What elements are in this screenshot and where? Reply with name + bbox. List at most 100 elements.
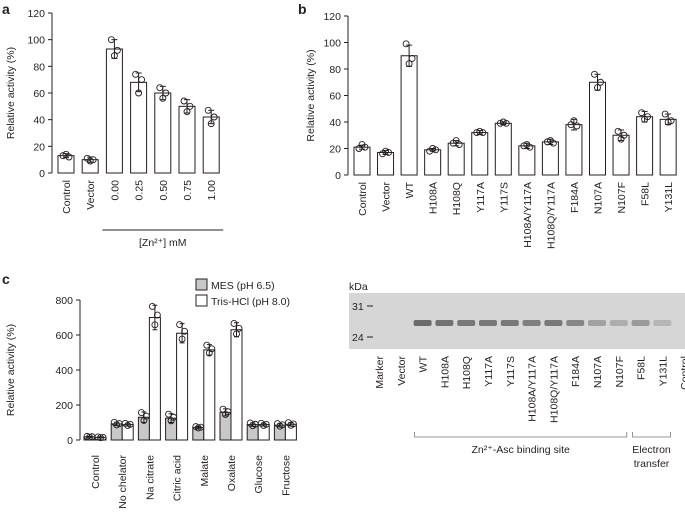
lane-label: F58L — [636, 356, 648, 380]
bar — [230, 329, 243, 441]
y-tick-label: 60 — [329, 91, 341, 103]
panel-letter-a: a — [2, 1, 10, 17]
data-point — [597, 78, 604, 86]
data-point — [165, 410, 173, 418]
gel-band — [457, 320, 476, 326]
kda-label: kDa — [349, 281, 368, 293]
x-tick-label: Control — [90, 455, 102, 489]
lane-label: H108A/Y117A — [527, 356, 539, 422]
lane-label: H108Q — [461, 356, 473, 389]
x-tick-label: F184A — [569, 182, 581, 213]
x-tick-label: N107A — [593, 182, 605, 214]
group-label-electron: Electron — [632, 444, 671, 456]
lane-label: WT — [418, 355, 430, 372]
y-tick-label: 40 — [33, 115, 45, 127]
lane-label: N107F — [614, 356, 626, 388]
data-point — [549, 139, 557, 147]
bar — [176, 332, 189, 441]
x-tick-label: 0.50 — [158, 180, 170, 201]
x-tick-label: Control — [61, 180, 73, 214]
y-axis-label: Relative activity (%) — [5, 47, 17, 139]
x-tick-label: 0.25 — [134, 180, 146, 201]
data-point — [186, 102, 194, 110]
data-point — [107, 36, 115, 44]
marker-label: 24 — [352, 332, 364, 344]
lane-label: F184A — [570, 356, 582, 387]
group-label-transfer: transfer — [634, 458, 670, 470]
x-tick-label: H108A — [428, 182, 440, 214]
data-point — [233, 330, 240, 338]
data-point — [135, 89, 143, 97]
y-tick-label: 400 — [55, 365, 73, 377]
bar — [105, 48, 123, 174]
marker-label: 31 — [352, 301, 364, 313]
y-tick-label: 20 — [329, 144, 341, 156]
lane-label: Y117S — [505, 356, 517, 387]
lane-label: Y131L — [657, 356, 669, 387]
x-tick-label: Fructose — [280, 455, 292, 496]
panel-a: a 0 20 40 60 80 100 120 Relative activity (%) Con… — [2, 1, 224, 249]
bar — [154, 92, 172, 174]
data-point — [262, 420, 270, 428]
y-tick-label: 0 — [39, 168, 45, 180]
data-point — [110, 52, 118, 60]
data-point — [385, 149, 392, 156]
y-tick-label: 60 — [33, 88, 45, 100]
data-point — [156, 84, 164, 92]
bar — [447, 142, 465, 176]
gel-band — [653, 320, 672, 326]
data-point — [159, 94, 167, 102]
y-tick-label: 0 — [67, 435, 73, 447]
bar — [148, 317, 161, 441]
x-tick-label: H108A/Y117A — [522, 182, 534, 248]
x-tick-label: H108Q/Y117A — [545, 182, 557, 249]
panel-c: c 0 200 400 600 800 Relative activity (%) Contr… — [2, 271, 297, 509]
group-label: [Zn²⁺] mM — [139, 237, 187, 249]
data-point — [620, 131, 628, 139]
y-tick-label: 80 — [33, 61, 45, 73]
gel-band — [413, 320, 432, 326]
y-tick-label: 800 — [55, 295, 73, 307]
gel-band — [588, 320, 606, 326]
data-point — [151, 321, 159, 329]
data-point — [479, 129, 487, 137]
panel-b: b 0 20 40 60 80 100 120 Relative activity (%) Con… — [298, 1, 677, 249]
gel-band — [544, 320, 563, 326]
x-tick-label: Y117S — [498, 182, 510, 213]
data-point — [181, 327, 189, 335]
y-tick-label: 40 — [329, 117, 341, 129]
data-point — [361, 143, 369, 151]
panel-letter-b: b — [298, 1, 307, 17]
gel-band — [609, 320, 628, 326]
data-point — [167, 417, 175, 425]
bar — [565, 124, 583, 176]
x-tick-label: N107F — [616, 182, 628, 214]
data-point — [594, 84, 601, 92]
data-point — [289, 420, 297, 428]
y-tick-label: 120 — [323, 11, 341, 23]
bar — [219, 411, 232, 441]
gel-band — [500, 320, 519, 326]
data-point — [97, 434, 104, 442]
data-point — [176, 321, 184, 329]
data-point — [207, 120, 215, 128]
x-tick-label: Malate — [199, 455, 211, 487]
gel-band — [522, 320, 541, 326]
legend-swatch-tris — [195, 294, 208, 307]
data-point — [65, 153, 73, 161]
bar — [471, 132, 489, 176]
data-point — [230, 320, 238, 327]
bar — [589, 81, 606, 176]
data-point — [455, 141, 463, 148]
bar — [494, 122, 512, 176]
data-point — [614, 127, 622, 135]
data-point — [402, 40, 410, 48]
x-tick-label: Vector — [381, 182, 393, 212]
y-axis-label: Relative activity (%) — [305, 49, 317, 141]
data-point — [235, 324, 243, 332]
x-tick-label: Citric acid — [172, 455, 184, 501]
data-point — [405, 60, 413, 68]
x-tick-label: 0.00 — [109, 180, 121, 201]
lane-label: H108Q/Y117A — [548, 356, 560, 423]
